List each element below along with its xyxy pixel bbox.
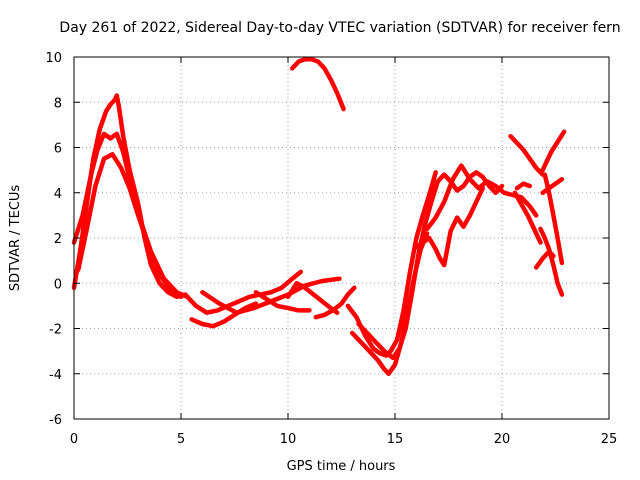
x-tick-label: 25 [601, 432, 618, 447]
y-tick-label: 2 [54, 232, 62, 247]
x-tick-label: 5 [177, 432, 185, 447]
y-tick-label: 6 [54, 142, 62, 157]
x-axis-label: GPS time / hours [287, 459, 396, 474]
satellite-trace-21 [542, 172, 565, 266]
x-tick-label: 10 [280, 432, 297, 447]
satellite-trace-1 [71, 93, 188, 300]
satellite-trace-23 [514, 181, 533, 191]
satellite-trace-15 [424, 163, 539, 232]
chart-title: Day 261 of 2022, Sidereal Day-to-day VTE… [59, 20, 620, 36]
y-tick-label: 8 [54, 96, 62, 111]
x-tick-label: 0 [70, 432, 78, 447]
satellite-trace-8 [285, 281, 340, 315]
y-axis-label: SDTVAR / TECUs [8, 185, 23, 292]
y-tick-label: -4 [49, 368, 62, 383]
axis-ticks: 0 5 10 15 20 25 -6 -4 -2 0 2 4 6 8 10 [45, 51, 617, 447]
data-traces [71, 57, 567, 377]
grid-lines [74, 57, 609, 419]
satellite-trace-13 [356, 170, 505, 361]
satellite-trace-7 [253, 290, 312, 313]
satellite-trace-19 [540, 176, 565, 196]
satellite-trace-3 [76, 152, 184, 300]
y-tick-label: -2 [49, 323, 62, 338]
satellite-trace-18 [538, 226, 565, 297]
y-tick-label: -6 [49, 413, 62, 428]
y-tick-label: 10 [45, 51, 62, 66]
satellite-trace-22 [533, 249, 556, 270]
satellite-trace-4 [183, 269, 304, 315]
satellite-trace-16 [508, 133, 545, 177]
satellite-trace-9 [313, 285, 357, 320]
satellite-trace-17 [512, 190, 543, 245]
y-tick-label: 4 [54, 187, 62, 202]
satellite-trace-10 [290, 57, 346, 112]
satellite-trace-11 [345, 170, 438, 358]
x-tick-label: 20 [494, 432, 511, 447]
satellite-trace-14 [414, 185, 485, 268]
satellite-trace-20 [540, 129, 567, 173]
x-tick-label: 15 [387, 432, 404, 447]
satellite-trace-6 [200, 276, 342, 315]
y-tick-label: 0 [54, 277, 62, 292]
